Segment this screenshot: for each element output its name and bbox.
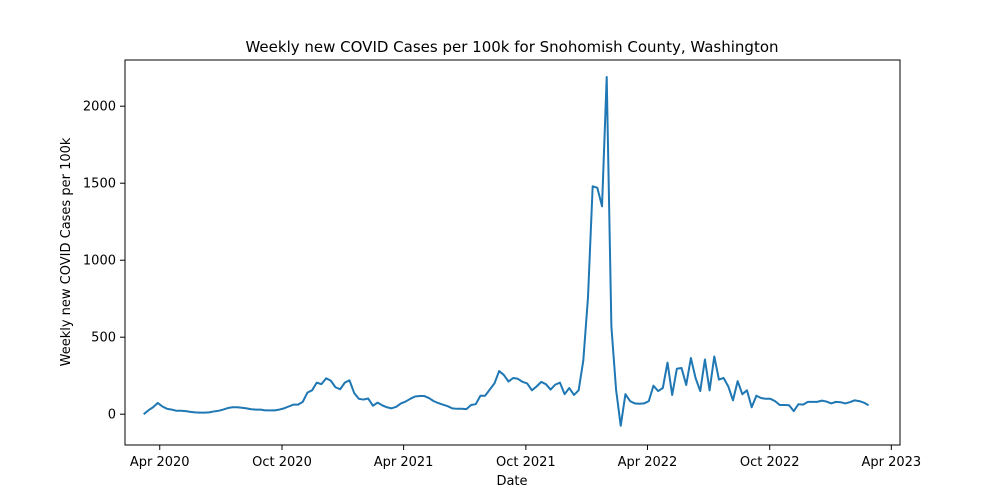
x-axis-label: Date	[496, 474, 527, 489]
axes-frame	[124, 59, 901, 446]
x-tick-label: Apr 2022	[618, 455, 678, 470]
y-axis-label: Weekly new COVID Cases per 100k	[59, 137, 74, 366]
x-tick-label: Apr 2021	[374, 455, 434, 470]
x-axis: Apr 2020 Oct 2020 Apr 2021 Oct 2021 Apr 2022…	[130, 445, 921, 470]
x-tick-label: Oct 2020	[252, 455, 312, 470]
y-tick-label: 1500	[83, 177, 116, 192]
y-tick-label: 2000	[83, 100, 116, 115]
x-tick-label: Oct 2022	[740, 455, 800, 470]
x-tick-label: Oct 2021	[496, 455, 556, 470]
y-tick-label: 0	[108, 408, 116, 423]
y-tick-label: 1000	[83, 254, 116, 269]
chart-title: Weekly new COVID Cases per 100k for Snoh…	[245, 38, 778, 56]
series-line	[143, 75, 870, 427]
plot-area	[143, 75, 870, 427]
x-tick-label: Apr 2020	[130, 455, 190, 470]
x-tick-label: Apr 2023	[861, 455, 921, 470]
y-tick-label: 500	[91, 331, 116, 346]
y-axis: 0 500 1000 1500 2000	[83, 100, 125, 423]
